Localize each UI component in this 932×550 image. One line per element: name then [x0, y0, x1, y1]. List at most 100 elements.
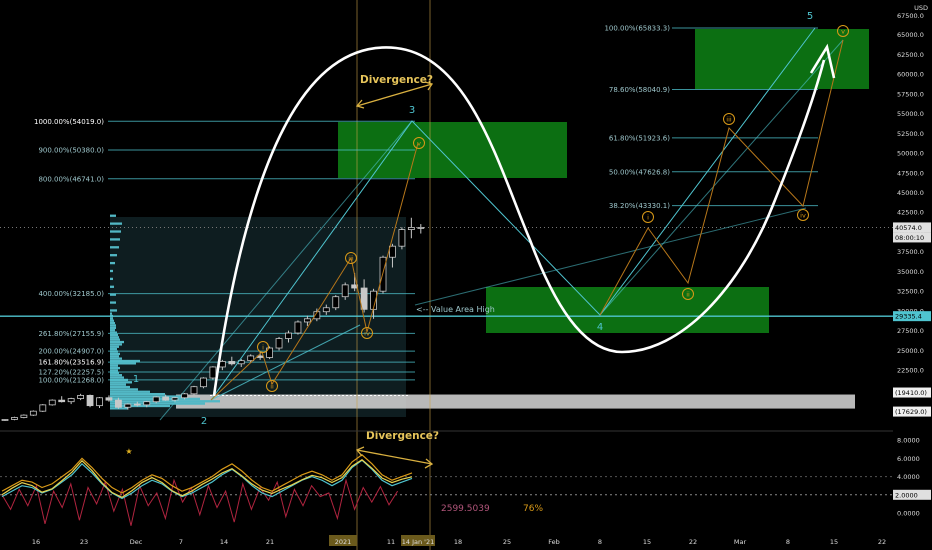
price-tick-label: 37500.0	[897, 248, 924, 256]
sub-wave-label: i	[647, 214, 649, 222]
volume-profile-bar	[110, 366, 120, 370]
time-tick-label: 2021	[335, 538, 352, 546]
candle-body	[285, 332, 292, 339]
candle-body	[322, 307, 330, 313]
time-axis-highlight	[401, 535, 435, 546]
candle-body	[181, 393, 188, 399]
candle-body	[162, 396, 170, 401]
candle-body	[20, 414, 28, 418]
volume-profile-bar	[110, 400, 220, 403]
range-top-tag-bg	[893, 387, 931, 398]
candle-body	[332, 296, 340, 309]
candle-body	[143, 401, 151, 406]
sub-wave-badge	[345, 252, 357, 264]
projection-curve	[212, 46, 826, 397]
sub-wave-badge	[642, 211, 654, 223]
volume-profile-bar	[110, 326, 116, 329]
fib-left-label: 900.00%(50380.0)	[38, 147, 104, 155]
candle-body	[29, 410, 37, 416]
candle-body	[96, 397, 103, 407]
price-tick-label: 22500.0	[897, 367, 924, 375]
sub-wave-label: iv	[364, 330, 370, 338]
candle-body	[124, 403, 132, 408]
fib-left-label: 1000.00%(54019.0)	[34, 118, 104, 126]
sub-wave-path-right	[599, 39, 844, 316]
star-marker: ★	[125, 447, 132, 456]
volume-profile-bar	[110, 317, 113, 320]
volume-profile-bar	[110, 359, 140, 363]
primary-channel-line	[159, 120, 413, 421]
candle-body	[303, 318, 311, 323]
oscillator-signal-line	[1, 459, 413, 500]
oscillator-tick-label: 6.0000	[897, 455, 920, 463]
volume-profile-bar	[110, 385, 130, 389]
currency-label: USD	[914, 4, 928, 12]
volume-profile-bar	[110, 369, 118, 372]
time-tick-label: 11	[387, 538, 395, 546]
volume-profile-bar	[110, 312, 112, 315]
volume-profile-bar	[110, 395, 185, 398]
volume-profile-bar	[110, 390, 150, 393]
volume-profile-bar	[110, 319, 114, 322]
candle-body	[275, 338, 283, 349]
sub-wave-badge	[361, 327, 373, 339]
time-axis-highlight	[329, 535, 357, 546]
volume-profile-bar	[110, 277, 113, 281]
volume-profile-bar	[110, 348, 117, 351]
volume-profile-bar	[110, 338, 120, 341]
oscillator-value-b: 76%	[523, 504, 543, 514]
time-tick-label: 15	[830, 538, 838, 546]
time-tick-label: 25	[503, 538, 511, 546]
sub-wave-label: iii	[348, 255, 354, 263]
price-tick-label: 60000.0	[897, 71, 924, 79]
candle-body	[133, 403, 141, 406]
volume-profile-bar	[110, 376, 124, 379]
time-tick-label: 22	[689, 538, 697, 546]
volume-profile-bar	[110, 230, 121, 233]
candle-body	[389, 245, 396, 258]
sub-wave-label: v	[417, 140, 421, 148]
volume-profile-bar	[110, 246, 119, 249]
sub-wave-path-left	[210, 142, 419, 401]
volume-profile-bar	[110, 285, 114, 288]
range-box	[176, 394, 855, 409]
candle-body	[360, 287, 368, 310]
divergence-label-main: Divergence?	[360, 74, 433, 86]
sub-wave-label: i	[262, 344, 264, 352]
time-tick-label: 8	[598, 538, 602, 546]
primary-channel-line	[414, 207, 807, 306]
range-bottom-tag: (17629.0)	[895, 408, 927, 416]
fib-right-label: 38.20%(43330.1)	[609, 202, 670, 210]
time-tick-label: Feb	[548, 538, 560, 546]
value-area-tag: 29335.4	[895, 313, 922, 321]
volume-profile-bar	[110, 383, 126, 386]
time-tick-label: 22	[878, 538, 886, 546]
volume-profile-panel	[110, 217, 406, 417]
price-tick-label: 42500.0	[897, 209, 924, 217]
oscillator-tick-label: 0.0000	[897, 510, 920, 518]
volume-profile-bar	[110, 329, 115, 332]
countdown-tag-bg	[893, 232, 931, 243]
oscillator-tag: 2.0000	[895, 491, 918, 499]
volume-profile-bar	[110, 352, 120, 356]
time-tick-label: 7	[179, 538, 183, 546]
candle-body	[200, 377, 207, 388]
volume-profile-bar	[110, 404, 170, 408]
fib-left-label: 261.80%(27155.9)	[38, 330, 104, 338]
fib-right-label: 61.80%(51923.6)	[609, 134, 670, 142]
volume-profile-bar	[110, 357, 122, 360]
candle-body	[209, 366, 217, 379]
oscillator-fast-line	[1, 478, 399, 526]
price-tick-label: 55000.0	[897, 110, 924, 118]
sub-wave-badge	[682, 288, 694, 300]
primary-channel-line	[599, 39, 844, 316]
time-tick-label: 21	[266, 538, 274, 546]
fib-right-label: 78.60%(58040.9)	[609, 86, 670, 94]
volume-profile-bar	[110, 293, 116, 296]
candle-body	[48, 399, 56, 406]
primary-wave-path	[210, 27, 816, 401]
last-price-tag: 40574.0	[895, 224, 922, 232]
fib-left-label: 200.00%(24907.0)	[38, 348, 104, 356]
